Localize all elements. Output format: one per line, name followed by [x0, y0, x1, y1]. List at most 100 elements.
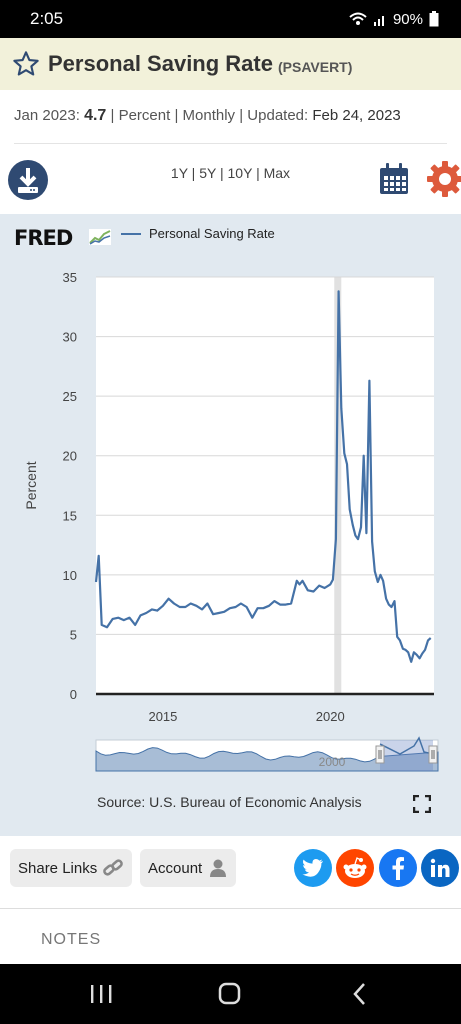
data-point: [346, 506, 353, 513]
range-1y-link[interactable]: 1Y: [170, 165, 188, 181]
signal-icon: [373, 12, 387, 26]
share-links-label: Share Links: [18, 859, 98, 877]
data-point: [343, 461, 350, 468]
status-icons: 90%: [349, 11, 439, 28]
data-point: [288, 600, 295, 607]
y-tick-label: 30: [63, 330, 77, 345]
meta-units: Percent: [118, 107, 171, 124]
range-10y-link[interactable]: 10Y: [227, 165, 253, 181]
y-tick-label: 0: [70, 687, 77, 702]
fred-logo-graph-icon: [89, 229, 111, 245]
favorite-star-icon[interactable]: [12, 50, 40, 78]
facebook-share-button[interactable]: [379, 849, 417, 887]
share-links-button[interactable]: Share Links: [10, 849, 133, 887]
data-point: [243, 604, 250, 611]
data-point: [358, 524, 365, 531]
data-point: [380, 577, 387, 584]
wifi-icon: [349, 12, 367, 26]
data-point: [93, 579, 100, 586]
data-point: [199, 606, 206, 613]
navigator-tick-label: 2000: [319, 755, 346, 769]
y-tick-label: 25: [63, 389, 77, 404]
x-tick-label: 2020: [316, 709, 345, 724]
data-point: [427, 635, 434, 642]
link-icon: [103, 859, 124, 876]
data-point: [338, 405, 345, 412]
data-point: [408, 658, 415, 665]
data-point: [249, 614, 256, 621]
x-tick-label: 2015: [148, 709, 177, 724]
notes-label: NOTES: [41, 931, 102, 948]
twitter-share-button[interactable]: [294, 849, 332, 887]
data-point: [126, 614, 133, 621]
data-point: [341, 450, 348, 457]
system-nav-bar: [0, 964, 461, 1024]
data-point: [266, 602, 273, 609]
page-title: Personal Saving Rate: [48, 51, 273, 76]
fullscreen-icon[interactable]: [413, 795, 431, 813]
legend-label: Personal Saving Rate: [149, 226, 275, 241]
legend-swatch: [121, 232, 141, 235]
navigator-right-handle[interactable]: [428, 745, 438, 764]
series-line[interactable]: [94, 290, 432, 663]
data-point: [310, 588, 317, 595]
meta-updated-label: Updated:: [247, 107, 309, 124]
reddit-icon: [343, 857, 367, 878]
meta-updated-date: Feb 24, 2023: [312, 107, 401, 124]
reddit-share-button[interactable]: [336, 849, 374, 887]
facebook-icon: [392, 857, 404, 880]
chart-toolbar: 1Y | 5Y | 10Y | Max: [0, 152, 461, 212]
y-tick-label: 5: [70, 627, 77, 642]
data-point: [396, 637, 403, 644]
download-button[interactable]: [8, 160, 48, 200]
y-tick-label: 10: [63, 568, 77, 583]
back-icon[interactable]: [352, 982, 368, 1006]
data-point: [388, 604, 395, 611]
range-5y-link[interactable]: 5Y: [199, 165, 217, 181]
linkedin-icon: [430, 858, 450, 877]
calendar-icon[interactable]: [378, 162, 410, 196]
home-icon[interactable]: [218, 982, 242, 1006]
data-point: [299, 577, 306, 584]
data-point: [360, 452, 367, 459]
notes-section[interactable]: NOTES: [0, 908, 461, 964]
linkedin-share-button[interactable]: [421, 849, 459, 887]
navigator-selection: [380, 740, 433, 771]
navigator-left-handle[interactable]: [375, 745, 385, 764]
data-point: [369, 538, 376, 545]
chart-legend: Personal Saving Rate: [121, 226, 275, 241]
range-max-link[interactable]: Max: [263, 165, 291, 181]
data-point: [332, 536, 339, 543]
battery-icon: [429, 11, 439, 27]
plot-area: [96, 277, 434, 694]
data-point: [383, 595, 390, 602]
meta-divider: [14, 143, 447, 144]
twitter-icon: [302, 859, 323, 877]
meta-frequency: Monthly: [182, 107, 236, 124]
navigator-selected-series: [379, 736, 434, 755]
series-id: (PSAVERT): [277, 59, 353, 75]
series-title-bar: Personal Saving Rate (PSAVERT): [0, 38, 461, 90]
account-button[interactable]: Account: [140, 849, 237, 887]
line-chart[interactable]: 0 5 10 15 20 25 30 35 2015 2020 Percent 2000: [0, 214, 461, 836]
data-point: [335, 288, 342, 295]
y-tick-label: 15: [63, 508, 77, 523]
y-tick-label: 20: [63, 449, 77, 464]
recent-apps-icon[interactable]: [89, 983, 113, 1005]
series-meta: Jan 2023: 4.7 | Percent | Monthly | Upda…: [14, 107, 401, 124]
date-range-links: 1Y | 5Y | 10Y | Max: [170, 165, 291, 181]
status-bar: 2:05 90%: [0, 0, 461, 38]
data-point: [132, 621, 139, 628]
user-icon: [210, 859, 227, 877]
data-point: [366, 377, 373, 384]
data-point: [355, 536, 362, 543]
y-axis-label: Percent: [23, 461, 39, 509]
meta-value: 4.7: [84, 107, 107, 124]
account-label: Account: [148, 859, 203, 877]
data-point: [349, 521, 356, 528]
chart-source: Source: U.S. Bureau of Economic Analysis: [97, 794, 362, 810]
battery-level: 90%: [392, 10, 423, 28]
data-point: [159, 602, 166, 609]
chart-panel: FRED Personal Saving Rate 0 5 10 15 20 25 30 35…: [0, 214, 461, 836]
settings-gear-icon[interactable]: [426, 160, 461, 198]
